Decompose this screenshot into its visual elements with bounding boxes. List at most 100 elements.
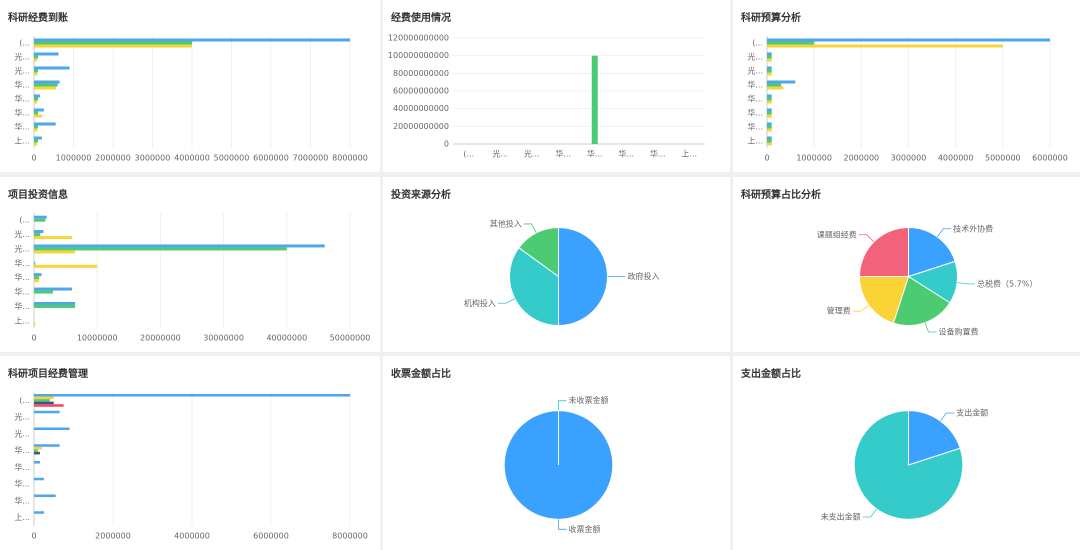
bar [34,451,40,455]
bar [34,250,76,254]
slice-label: 课题组经费 [817,229,857,239]
bar [34,279,40,283]
chart-title: 科研预算分析 [741,11,801,24]
y-tick-label: (... [752,39,763,48]
x-tick-label: 30000000 [203,334,244,343]
bar [34,125,38,129]
bar [591,55,598,144]
bar [34,477,44,481]
chart-title: 项目投资信息 [8,188,68,201]
x-tick-label: 华... [587,149,603,159]
x-tick-label: 0 [31,532,36,541]
y-tick-label: 华... [14,80,30,90]
bar [767,58,772,62]
label-line [523,223,537,234]
bar [34,301,76,305]
x-tick-label: 4000000 [174,532,210,541]
x-tick-label: 7000000 [293,154,329,163]
bar [34,41,192,45]
bar [34,276,40,280]
bar [34,410,60,414]
y-tick-label: 0 [444,140,449,149]
pie-slice [853,410,964,520]
bar [34,287,72,291]
y-tick-label: 上... [14,137,30,146]
slice-label: 支出金额 [956,407,988,417]
x-tick-label: 光... [492,149,508,159]
bar [34,139,38,143]
y-tick-label: 120000000000 [388,34,449,43]
x-tick-label: 0 [764,154,769,163]
bar [34,304,76,308]
x-tick-label: 6000000 [1032,154,1068,163]
y-tick-label: 光... [14,229,30,239]
x-tick-label: 40000000 [266,334,307,343]
x-tick-label: 20000000 [140,334,181,343]
label-line [852,304,870,312]
y-tick-label: 上... [14,316,30,325]
x-tick-label: 0 [31,334,36,343]
slice-label: 管理费 [827,306,851,316]
bar [34,236,72,240]
x-tick-label: 3000000 [135,154,171,163]
bar [34,66,70,70]
y-tick-label: 华... [14,94,30,104]
bar [34,111,38,115]
bar [767,55,772,59]
label-line [558,400,567,411]
y-tick-label: 华... [14,108,30,118]
slice-label: 政府投入 [628,271,660,281]
x-tick-label: 8000000 [332,532,368,541]
pie-slice [908,226,956,278]
y-tick-label: 光... [747,66,763,76]
y-tick-label: 华... [14,301,30,311]
label-line [862,508,877,518]
y-tick-label: 华... [747,108,763,118]
bar [767,80,796,84]
label-line [957,282,976,285]
bar [34,511,44,514]
bar [34,142,38,146]
x-tick-label: 上... [681,150,697,159]
bar [34,128,38,132]
panel [0,356,380,550]
x-tick-label: 10000000 [77,334,118,343]
bar [767,142,772,146]
bar [34,122,56,126]
bar [34,264,98,268]
y-tick-label: 华... [14,479,30,489]
bar [34,230,44,234]
panel [0,177,380,352]
bar [767,108,772,112]
y-tick-label: (... [19,396,30,405]
label-line [497,298,516,304]
bar [34,72,38,76]
label-line [558,519,567,530]
bar [767,100,772,104]
bar [34,108,44,112]
x-tick-label: 4000000 [174,154,210,163]
y-tick-label: 华... [14,287,30,297]
bar [767,111,772,115]
x-tick-label: 1000000 [796,154,832,163]
pie-slice [858,276,910,324]
x-tick-label: 6000000 [253,154,289,163]
bar [34,401,54,405]
pie-slice [509,247,559,327]
bar [767,139,772,143]
y-tick-label: 40000000000 [393,104,449,113]
panel [383,0,730,172]
y-tick-label: 光... [14,243,30,253]
bar [34,244,325,248]
x-tick-label: 0 [31,154,36,163]
slice-label: 未支出金额 [821,512,861,522]
pie-slice [558,226,608,327]
bar [34,399,50,402]
bar [34,114,42,118]
y-tick-label: 华... [14,258,30,268]
chart-title: 科研预算占比分析 [741,188,821,201]
bar [34,52,59,56]
slice-label: 总税费（5.7%） [977,278,1037,288]
bar [34,394,350,397]
